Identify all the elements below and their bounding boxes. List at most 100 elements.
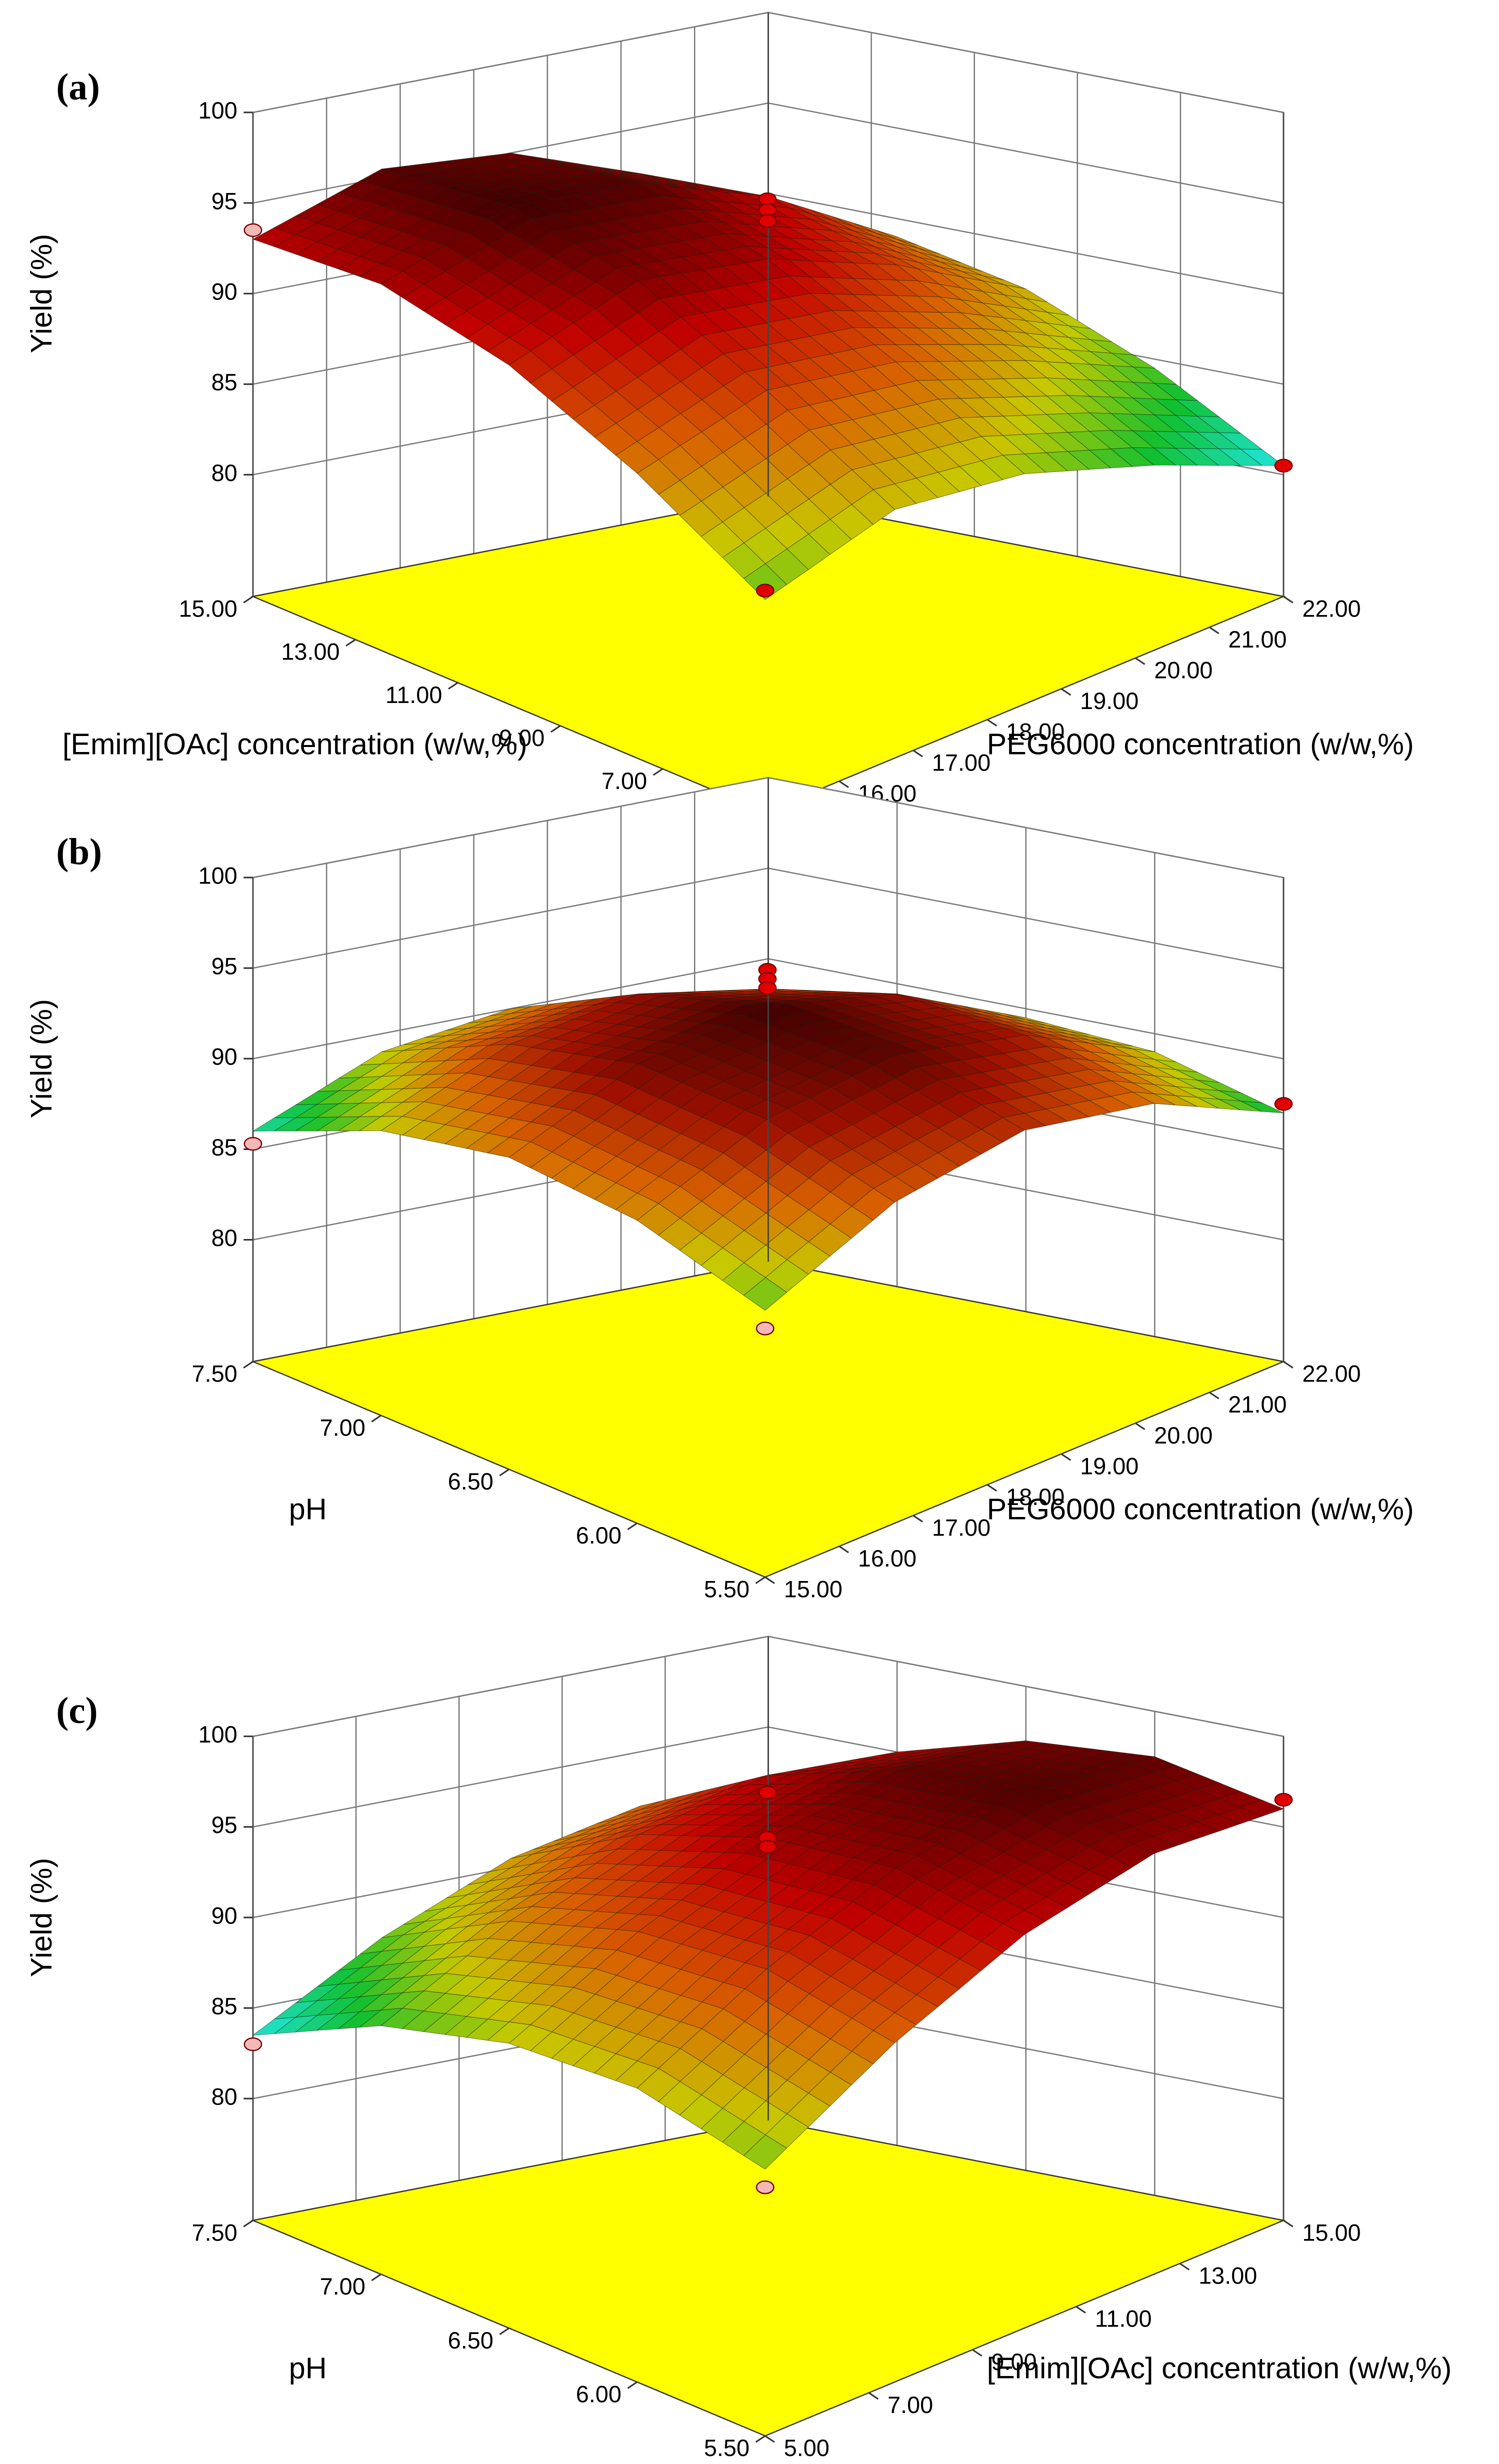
z-tick-label: 90 [212,279,238,305]
y-tick-label: 7.00 [888,2392,933,2418]
x-tick [627,1522,638,1530]
x-axis-title: pH [289,2351,327,2384]
y-tick [838,780,849,788]
y-tick [764,1576,775,1584]
x-tick [346,638,356,646]
x-tick-label: 7.50 [192,2220,238,2246]
y-tick-label: 20.00 [1154,1422,1212,1448]
x-tick-label: 6.50 [448,2328,494,2354]
design-point [756,584,774,598]
x-tick [627,2381,638,2389]
y-tick [1209,1392,1220,1400]
x-tick [243,596,254,604]
y-tick-label: 11.00 [1095,2306,1152,2332]
z-tick-label: 85 [212,370,238,396]
y-tick-label: 19.00 [1080,688,1138,714]
x-tick [499,1468,510,1476]
z-tick-label: 95 [212,188,238,214]
y-axis-title: PEG6000 concentration (w/w,%) [987,727,1414,760]
design-point [1274,458,1293,473]
z-axis-title: Yield (%) [24,1858,58,1977]
y-tick-label: 13.00 [1198,2262,1257,2288]
x-tick-label: 7.00 [320,1414,366,1440]
y-tick [986,1484,998,1492]
x-tick [243,2220,254,2228]
x-tick [755,1576,766,1584]
z-tick-label: 95 [212,954,238,980]
design-point [758,981,777,995]
x-tick-label: 5.50 [704,2435,750,2461]
y-tick-label: 5.00 [784,2435,830,2461]
y-tick [912,750,924,758]
x-tick-label: 7.00 [320,2274,366,2300]
y-tick [764,2435,775,2443]
x-tick-label: 6.00 [576,1522,622,1548]
x-tick-label: 6.00 [576,2382,622,2408]
surface-plot: 80 85 90 95 100 5.50 6.00 6.50 7.00 7.50 5.00 7.00 9… [24,1636,1452,2461]
z-tick-label: 80 [212,460,238,486]
panel-label: (c) [56,1690,98,1732]
x-tick [499,2327,510,2336]
x-tick [550,725,561,733]
y-tick [868,2392,879,2400]
surface-patch [743,563,788,600]
z-tick-label: 80 [212,2084,238,2110]
design-point [756,2180,774,2194]
y-tick [838,1546,849,1554]
y-tick-label: 17.00 [932,750,990,776]
surface-plot: 808590951005.007.009.0011.0013.0015.0015… [24,12,1414,837]
y-tick [1283,1360,1294,1368]
x-tick [652,768,664,776]
x-tick-label: 5.50 [704,1576,750,1602]
z-tick-label: 95 [212,1812,238,1838]
design-point [244,223,262,238]
y-tick [1209,626,1220,634]
z-tick-label: 90 [212,1902,238,1928]
y-tick-label: 20.00 [1154,658,1212,684]
y-tick [972,2349,982,2357]
z-tick-label: 100 [198,862,238,888]
y-tick [986,718,998,727]
surface-patch [743,2134,788,2170]
y-tick [1283,596,1294,604]
y-tick [1134,657,1146,665]
grid-line [252,776,1284,878]
design-point [758,214,777,228]
z-tick-label: 80 [212,1225,238,1251]
z-tick-label: 90 [212,1044,238,1070]
x-tick-label: 9.00 [499,725,544,751]
design-point [756,1322,774,1336]
y-tick-label: 15.00 [1302,2220,1361,2246]
y-tick [1076,2306,1086,2314]
y-tick-label: 15.00 [784,1576,842,1602]
y-tick-label: 21.00 [1228,626,1286,652]
x-axis-title: pH [289,1492,327,1526]
design-point [244,1136,262,1151]
z-axis-title: Yield (%) [24,234,58,353]
y-tick [1134,1422,1146,1430]
y-axis-title: [Emim][OAc] concentration (w/w,%) [987,2351,1452,2384]
design-point [758,1786,777,1800]
z-tick-label: 100 [198,98,238,124]
x-tick [243,1360,254,1368]
y-tick [1060,1453,1072,1461]
panel-label: (b) [56,832,102,873]
y-tick-label: 16.00 [858,1546,916,1572]
x-tick-label: 7.00 [602,768,647,794]
x-tick [371,2274,382,2282]
surface-plot: 80 85 90 95 100 5.50 6.00 6.50 7.00 7.50 15.00 16.0… [24,776,1414,1602]
y-tick [912,1514,924,1522]
design-point [1274,1097,1293,1111]
y-tick-label: 21.00 [1228,1392,1286,1418]
y-axis-title: PEG6000 concentration (w/w,%) [987,1492,1414,1526]
x-tick [448,682,458,690]
x-tick-label: 15.00 [178,596,237,622]
x-axis-title: [Emim][OAc] concentration (w/w,%) [62,727,528,760]
y-tick-label: 22.00 [1302,1361,1361,1387]
z-tick-label: 85 [212,1134,238,1160]
x-tick-label: 7.50 [192,1361,238,1387]
x-tick-label: 13.00 [281,639,340,665]
x-tick-label: 11.00 [386,682,442,708]
z-tick-label: 100 [198,1722,238,1748]
